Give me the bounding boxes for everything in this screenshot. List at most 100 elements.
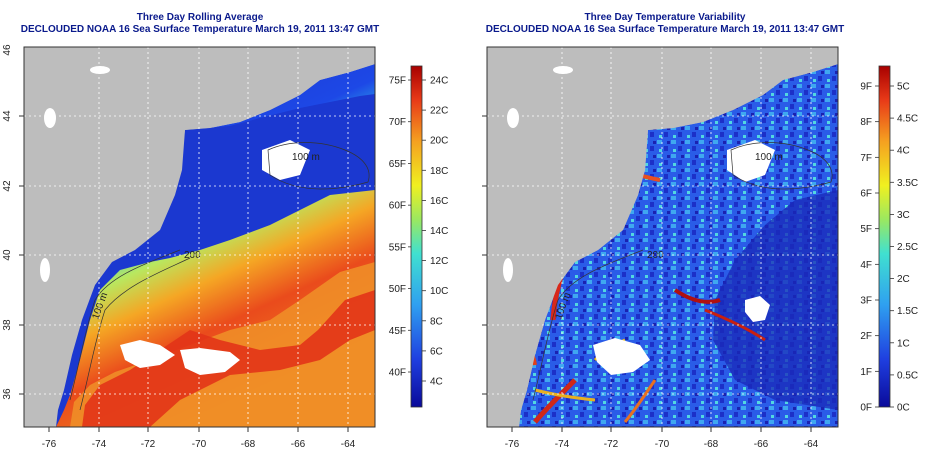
lat-tick: 44 — [2, 110, 13, 122]
colorbar-f-labels: 0F 1F 2F 3F 4F 5F 6F 7F 8F 9F — [860, 82, 879, 414]
cloud-patch — [593, 338, 650, 375]
colorbar-label: 3C — [897, 210, 910, 221]
lon-tick: -74 — [555, 439, 570, 450]
colorbar-label: 75F — [389, 76, 406, 87]
lat-axis: 36 38 40 42 44 46 — [2, 44, 24, 400]
colorbar-label: 14C — [430, 226, 448, 237]
lon-tick: -66 — [754, 439, 769, 450]
colorbar-label: 2C — [897, 274, 910, 285]
bathymetry-contour — [69, 249, 181, 401]
bathymetry-contour — [532, 249, 644, 401]
colorbar-label: 55F — [389, 242, 406, 253]
land-mask — [24, 47, 375, 427]
colorbar — [878, 65, 891, 408]
panel-rolling-average: Three Day Rolling Average DECLOUDED NOAA… — [2, 12, 448, 450]
lon-tick: -70 — [655, 439, 670, 450]
low-variability — [713, 190, 838, 410]
sst-average-map: 100 m 200 100 m -76 -74 -72 -70 -68 -66 … — [2, 44, 448, 450]
colorbar-label: 6C — [430, 346, 443, 357]
lat-tick: 36 — [475, 388, 476, 400]
lon-tick: -72 — [141, 439, 156, 450]
colorbar-label: 5C — [897, 82, 910, 93]
lon-tick: -70 — [192, 439, 207, 450]
colorbar-label: 18C — [430, 166, 448, 177]
colorbar-label: 4.5C — [897, 114, 918, 125]
colorbar-label: 0C — [897, 403, 910, 414]
colorbar-label: 70F — [389, 117, 406, 128]
panel-title: Three Day Temperature Variability — [584, 12, 746, 23]
lon-tick: -74 — [92, 439, 107, 450]
colorbar-label: 12C — [430, 256, 448, 267]
sst-variability-map: 100 m 200 100 m -76 -74 -72 -70 -68 -66 … — [475, 44, 918, 450]
bathymetry-contour — [79, 257, 191, 411]
colorbar-f-labels: 40F 45F 50F 55F 60F 65F 70F 75F — [389, 76, 411, 379]
colorbar-c-labels: 4C 6C 8C 10C 12C 14C 16C 18C 20C 22C 24C — [422, 76, 448, 388]
colorbar-label: 22C — [430, 106, 448, 117]
colorbar-c-labels: 0C 0.5C 1C 1.5C 2C 2.5C 3C 3.5C 4C 4.5C 5C — [890, 82, 918, 414]
colorbar-label: 45F — [389, 326, 406, 337]
lat-tick: 38 — [2, 319, 13, 331]
colorbar-label: 8C — [430, 316, 443, 327]
lake — [503, 258, 513, 282]
colorbar-label: 24C — [430, 76, 448, 87]
cloud-patch — [262, 140, 310, 180]
land-mask — [487, 47, 838, 427]
colorbar-label: 7F — [860, 153, 872, 164]
colorbar-label: 5F — [860, 224, 872, 235]
graticule — [24, 47, 375, 427]
lake — [507, 108, 519, 128]
lat-tick: 44 — [475, 110, 476, 122]
lon-tick: -66 — [291, 439, 306, 450]
lat-tick: 42 — [475, 180, 476, 192]
colorbar-label: 1.5C — [897, 306, 918, 317]
colorbar-label: 2.5C — [897, 242, 918, 253]
cloud-patch — [180, 348, 240, 375]
colorbar-label: 3.5C — [897, 178, 918, 189]
colorbar-label: 0F — [860, 403, 872, 414]
colorbar-label: 2F — [860, 331, 872, 342]
lon-axis: -76 -74 -72 -70 -68 -66 -64 — [505, 427, 819, 450]
colorbar-label: 65F — [389, 159, 406, 170]
bathymetry-contour — [267, 142, 370, 190]
lake — [44, 108, 56, 128]
lat-tick: 36 — [2, 388, 13, 400]
lake — [90, 66, 110, 74]
graticule — [487, 47, 838, 427]
colorbar-label: 50F — [389, 284, 406, 295]
colorbar-label: 20C — [430, 136, 448, 147]
shelf-water — [56, 94, 375, 427]
contour-label: 200 — [184, 250, 201, 261]
lat-tick: 46 — [475, 44, 476, 56]
contour-label: 100 m — [292, 152, 320, 163]
lat-axis: 36 38 40 42 44 46 — [475, 44, 487, 400]
panel-subtitle: DECLOUDED NOAA 16 Sea Surface Temperatur… — [485, 24, 845, 35]
colorbar-label: 1F — [860, 367, 872, 378]
colorbar-label: 60F — [389, 201, 406, 212]
contour-label: 100 m — [755, 152, 783, 163]
lon-axis: -76 -74 -72 -70 -68 -66 -64 — [42, 427, 356, 450]
colorbar-label: 9F — [860, 82, 872, 93]
cloud-patch — [120, 340, 175, 368]
lon-tick: -64 — [341, 439, 356, 450]
colorbar-label: 4F — [860, 260, 872, 271]
colorbar-label: 40F — [389, 368, 406, 379]
colorbar — [410, 65, 423, 408]
colorbar-label: 4C — [897, 146, 910, 157]
lake — [553, 66, 573, 74]
contour-label: 200 — [647, 250, 664, 261]
lon-tick: -64 — [804, 439, 819, 450]
lon-tick: -76 — [42, 439, 57, 450]
lon-tick: -76 — [505, 439, 520, 450]
lon-tick: -68 — [704, 439, 719, 450]
colorbar-label: 6F — [860, 189, 872, 200]
cloud-patch — [745, 296, 770, 322]
lat-tick: 40 — [475, 249, 476, 261]
colorbar-label: 10C — [430, 286, 448, 297]
colorbar-label: 0.5C — [897, 370, 918, 381]
panel-variability: Three Day Temperature Variability DECLOU… — [475, 0, 950, 475]
lat-tick: 38 — [475, 319, 476, 331]
colorbar-label: 3F — [860, 296, 872, 307]
panel-subtitle: DECLOUDED NOAA 16 Sea Surface Temperatur… — [20, 24, 380, 35]
lon-tick: -68 — [241, 439, 256, 450]
panel-title: Three Day Rolling Average — [136, 12, 264, 23]
